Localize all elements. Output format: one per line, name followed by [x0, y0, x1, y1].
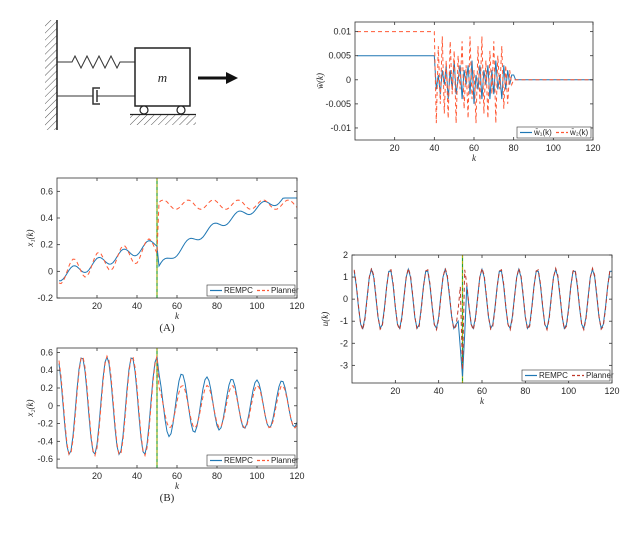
y-tick-label: -0.2	[37, 419, 53, 429]
spring	[57, 54, 135, 70]
wheel-left	[139, 105, 149, 115]
x-axis-label: k	[480, 396, 485, 406]
x-tick-label: 60	[172, 471, 182, 481]
legend-box	[521, 369, 611, 382]
y-tick-label: 0.4	[40, 213, 53, 223]
y-tick-label: 0	[48, 401, 53, 411]
y-tick-label: 2	[343, 250, 348, 260]
x-tick-label: 40	[132, 471, 142, 481]
series-line-x1-1	[58, 197, 297, 282]
legend-entry-2: w̄₂(k)	[569, 128, 589, 137]
y-tick-label: 0.4	[40, 365, 53, 375]
chart-x1: 20 40 60 80 100 120 0.6 0.4 0.2 0 -0.2 k x₁(k) (A) REM…	[25, 177, 305, 334]
y-tick-label: 0	[346, 75, 351, 85]
x-tick-label: 100	[561, 386, 576, 396]
x-tick-label: 100	[249, 301, 264, 311]
x-tick-label: 120	[585, 143, 600, 153]
y-tick-label: -0.4	[37, 436, 53, 446]
x-tick-label: 80	[520, 386, 530, 396]
legend-box	[206, 284, 296, 297]
y-tick-label: 0	[48, 266, 53, 276]
chart-u: 20 40 60 80 100 120 2 1 0 -1 -2 -3 k u(k) REMPC Planner	[320, 250, 620, 406]
y-tick-label: -2	[340, 338, 348, 348]
y-axis-label: w̄(k)	[315, 73, 325, 89]
y-tick-label: 0.2	[40, 240, 53, 250]
legend-box	[516, 126, 592, 139]
mass-label: m	[158, 70, 167, 85]
legend-entry-1: REMPC	[224, 456, 253, 465]
mass-block	[134, 47, 191, 107]
y-tick-label: 0.01	[333, 27, 351, 37]
y-tick-label: -0.6	[37, 454, 53, 464]
panel-label: (A)	[159, 322, 175, 334]
legend: REMPC Planner	[206, 454, 299, 467]
x-tick-label: 20	[92, 301, 102, 311]
x-tick-label: 80	[212, 471, 222, 481]
legend-entry-2: Planner	[271, 286, 299, 295]
damper-cylinder	[92, 87, 100, 105]
legend-entry-1: REMPC	[224, 286, 253, 295]
y-tick-label: -0.005	[325, 99, 351, 109]
series-line-x1-2	[58, 199, 297, 285]
y-tick-label: 0.2	[40, 383, 53, 393]
x-tick-label: 100	[546, 143, 561, 153]
x-tick-label: 40	[434, 386, 444, 396]
y-tick-label: -0.2	[37, 293, 53, 303]
chart-w: 20 40 60 80 100 120 0.01 0.005 0 -0.005 -0.01 k w̄(k…	[315, 21, 601, 163]
x-tick-label: 20	[92, 471, 102, 481]
legend: REMPC Planner	[521, 369, 614, 382]
legend-box	[206, 454, 296, 467]
y-tick-label: -1	[340, 316, 348, 326]
force-arrow-head	[226, 72, 238, 84]
x-axis-label: k	[175, 481, 180, 491]
y-tick-label: 0	[343, 294, 348, 304]
x-tick-label: 60	[477, 386, 487, 396]
legend-entry-2: Planner	[586, 371, 614, 380]
x-tick-label: 60	[172, 301, 182, 311]
x-tick-label: 20	[390, 143, 400, 153]
axes-frame	[56, 177, 298, 299]
series-line-u-2	[353, 266, 612, 370]
y-tick-label: 1	[343, 272, 348, 282]
y-axis-label: x₂(k)	[25, 399, 35, 417]
x-tick-label: 20	[390, 386, 400, 396]
x-tick-label: 80	[509, 143, 519, 153]
legend: REMPC Planner	[206, 284, 299, 297]
legend-entry-2: Planner	[271, 456, 299, 465]
y-axis-label: u(k)	[320, 312, 330, 327]
series-line-x2-1	[58, 355, 297, 456]
x-tick-label: 120	[604, 386, 619, 396]
legend-entry-1: w̄₁(k)	[533, 128, 552, 137]
legend-entry-1: REMPC	[539, 371, 568, 380]
series-line-w-2	[357, 31, 593, 124]
x-tick-label: 60	[469, 143, 479, 153]
chart-x2: 20 40 60 80 100 120 0.6 0.4 0.2 0 -0.2 -0.4 -0.6 k x₂(…	[25, 347, 305, 504]
ground-hatch	[130, 115, 196, 125]
y-axis-label: x₁(k)	[25, 229, 35, 247]
x-axis-label: k	[175, 311, 180, 321]
wheel-right	[176, 105, 186, 115]
x-tick-label: 80	[212, 301, 222, 311]
y-tick-label: 0.6	[40, 186, 53, 196]
x-tick-label: 120	[289, 471, 304, 481]
wall	[45, 20, 57, 130]
y-tick-label: -0.01	[330, 123, 351, 133]
series-line-x2-2	[58, 354, 297, 458]
x-tick-label: 40	[429, 143, 439, 153]
x-tick-label: 40	[132, 301, 142, 311]
x-axis-label: k	[472, 153, 477, 163]
y-tick-label: 0.6	[40, 347, 53, 357]
panel-label: (B)	[160, 492, 175, 504]
mass-spring-damper-diagram: m	[45, 20, 238, 130]
x-tick-label: 100	[249, 471, 264, 481]
x-tick-label: 120	[289, 301, 304, 311]
y-tick-label: 0.005	[328, 51, 351, 61]
y-tick-label: -3	[340, 360, 348, 370]
legend: w̄₁(k) w̄₂(k)	[516, 126, 592, 139]
